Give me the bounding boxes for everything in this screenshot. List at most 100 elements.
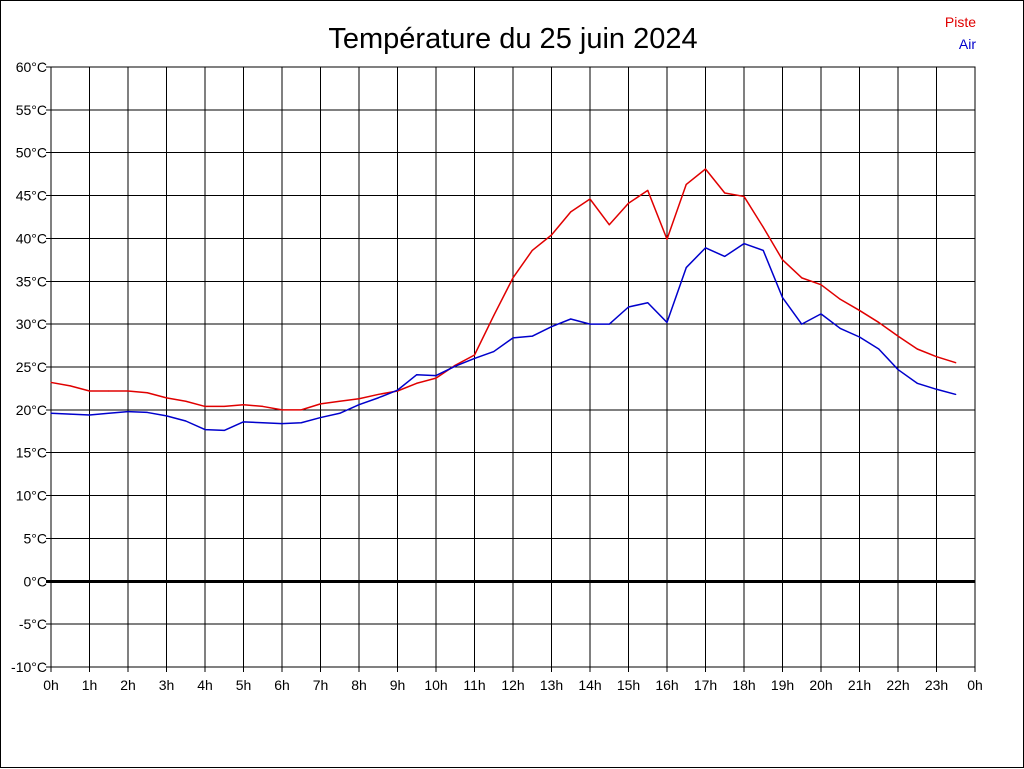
data-point-piste	[185, 400, 187, 402]
x-tick-label: 15h	[617, 677, 640, 693]
data-point-piste	[935, 356, 938, 358]
data-point-piste	[242, 404, 245, 406]
data-point-piste	[262, 405, 264, 408]
plot-area-border	[50, 66, 976, 668]
data-point-air	[108, 412, 110, 414]
data-point-air	[165, 415, 168, 417]
x-tick-label: 16h	[655, 677, 678, 693]
data-point-piste	[627, 202, 630, 204]
data-point-air	[897, 368, 899, 371]
data-point-piste	[416, 382, 418, 384]
data-point-air	[377, 397, 379, 399]
chart-title: Température du 25 juin 2024	[328, 23, 697, 55]
data-point-piste	[165, 397, 168, 399]
x-tick-label: 0h	[43, 677, 59, 693]
x-tick-label: 23h	[925, 677, 948, 693]
data-point-air	[935, 388, 938, 390]
data-point-air	[666, 321, 668, 324]
data-point-piste	[839, 298, 841, 300]
data-point-air	[608, 323, 610, 325]
data-point-air	[839, 327, 841, 330]
data-point-air	[146, 411, 148, 414]
x-tick-label: 21h	[848, 677, 871, 693]
data-point-piste	[820, 284, 822, 286]
data-point-piste	[743, 195, 745, 198]
data-point-air	[493, 350, 495, 353]
x-tick-label: 3h	[159, 677, 175, 693]
data-point-air	[454, 365, 456, 367]
x-tick-label: 19h	[771, 677, 794, 693]
x-tick-label: 18h	[732, 677, 755, 693]
y-tick-label: 40°C	[16, 230, 47, 246]
data-point-air	[319, 416, 322, 419]
series-lines	[50, 168, 957, 432]
data-point-piste	[204, 405, 206, 408]
x-tick-label: 7h	[313, 677, 329, 693]
data-point-piste	[377, 393, 379, 396]
y-tick-label: 55°C	[16, 102, 47, 118]
data-point-piste	[608, 224, 610, 226]
x-tick-label: 6h	[274, 677, 290, 693]
data-point-piste	[69, 385, 71, 387]
data-point-air	[281, 422, 283, 425]
data-point-piste	[223, 405, 225, 408]
data-point-air	[801, 323, 803, 325]
legend: Piste Air	[945, 14, 976, 52]
x-tick-label: 0h	[967, 677, 983, 693]
data-point-piste	[666, 238, 668, 240]
x-tick-label: 9h	[390, 677, 406, 693]
data-point-air	[955, 393, 957, 396]
series-line-piste	[50, 168, 956, 411]
data-point-piste	[339, 400, 341, 402]
data-point-piste	[570, 211, 572, 213]
data-point-air	[589, 323, 591, 325]
x-tick-label: 12h	[501, 677, 524, 693]
data-point-piste	[897, 335, 899, 337]
data-point-air	[127, 410, 129, 413]
data-point-piste	[724, 192, 726, 194]
data-point-air	[88, 414, 91, 416]
data-point-piste	[50, 381, 52, 384]
data-point-air	[50, 412, 52, 414]
data-point-piste	[281, 409, 283, 411]
data-point-air	[878, 348, 880, 350]
x-tick-label: 8h	[351, 677, 367, 693]
data-point-air	[262, 422, 264, 424]
data-point-piste	[762, 226, 764, 228]
data-point-piste	[916, 348, 918, 350]
data-point-air	[704, 247, 707, 249]
data-point-air	[647, 302, 649, 304]
data-point-piste	[300, 409, 302, 411]
data-point-air	[531, 335, 533, 337]
data-point-piste	[878, 321, 880, 324]
grid	[46, 66, 976, 672]
data-point-air	[223, 429, 225, 432]
y-tick-label: 30°C	[16, 316, 47, 332]
y-tick-label: 5°C	[24, 530, 48, 546]
y-tick-label: 25°C	[16, 359, 47, 375]
data-point-piste	[531, 249, 533, 252]
data-point-air	[416, 374, 418, 376]
x-tick-label: 2h	[120, 677, 136, 693]
data-point-piste	[512, 277, 514, 279]
y-tick-label: 20°C	[16, 402, 47, 418]
data-point-air	[473, 357, 476, 360]
series-line-air	[50, 242, 956, 432]
data-point-air	[743, 242, 745, 245]
data-point-air	[550, 326, 553, 328]
x-tick-label: 1h	[82, 677, 98, 693]
data-point-air	[435, 374, 437, 377]
data-point-air	[820, 313, 822, 315]
data-point-piste	[435, 377, 437, 379]
data-point-piste	[647, 189, 649, 192]
y-tick-label: 45°C	[16, 188, 47, 204]
data-point-piste	[685, 183, 687, 186]
x-tick-label: 14h	[578, 677, 601, 693]
legend-entry-air: Air	[959, 36, 976, 52]
y-tick-label: 15°C	[16, 445, 47, 461]
x-tick-label: 13h	[540, 677, 563, 693]
data-point-air	[781, 296, 784, 299]
data-point-piste	[493, 314, 495, 317]
